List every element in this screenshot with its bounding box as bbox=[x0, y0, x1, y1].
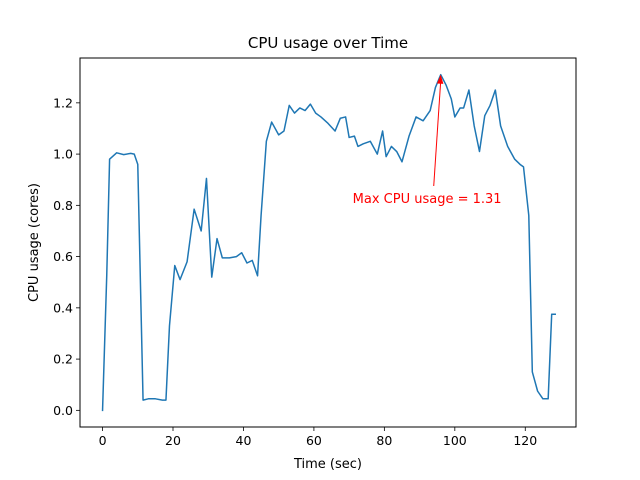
x-tick-label: 100 bbox=[443, 433, 467, 448]
x-axis: 0 20 40 60 80 100 120 bbox=[99, 427, 537, 448]
y-tick-label: 1.0 bbox=[53, 147, 73, 162]
annotation-text: Max CPU usage = 1.31 bbox=[353, 192, 502, 207]
x-tick-label: 20 bbox=[165, 433, 181, 448]
annotation: Max CPU usage = 1.31 bbox=[353, 74, 502, 207]
x-tick-label: 40 bbox=[236, 433, 252, 448]
x-tick-label: 60 bbox=[306, 433, 322, 448]
y-tick-label: 0.8 bbox=[53, 198, 73, 213]
x-axis-label: Time (sec) bbox=[293, 457, 362, 472]
x-tick-label: 0 bbox=[99, 433, 107, 448]
y-axis-label: CPU usage (cores) bbox=[27, 183, 42, 302]
x-tick-label: 120 bbox=[513, 433, 537, 448]
y-tick-label: 1.2 bbox=[53, 95, 73, 110]
x-tick-label: 80 bbox=[376, 433, 392, 448]
series-line-0 bbox=[101, 73, 556, 412]
plot-frame bbox=[79, 57, 577, 428]
y-tick-label: 0.2 bbox=[53, 352, 73, 367]
chart-title: CPU usage over Time bbox=[248, 34, 408, 52]
y-tick-label: 0.6 bbox=[53, 249, 73, 264]
annotation-arrow-line bbox=[433, 80, 442, 187]
y-tick-label: 0.0 bbox=[53, 403, 73, 418]
annotation-arrow-head bbox=[436, 74, 444, 84]
y-tick-label: 0.4 bbox=[53, 300, 73, 315]
plot-area bbox=[101, 73, 556, 412]
y-axis: 0.0 0.2 0.4 0.6 0.8 1.0 1.2 bbox=[53, 95, 80, 418]
